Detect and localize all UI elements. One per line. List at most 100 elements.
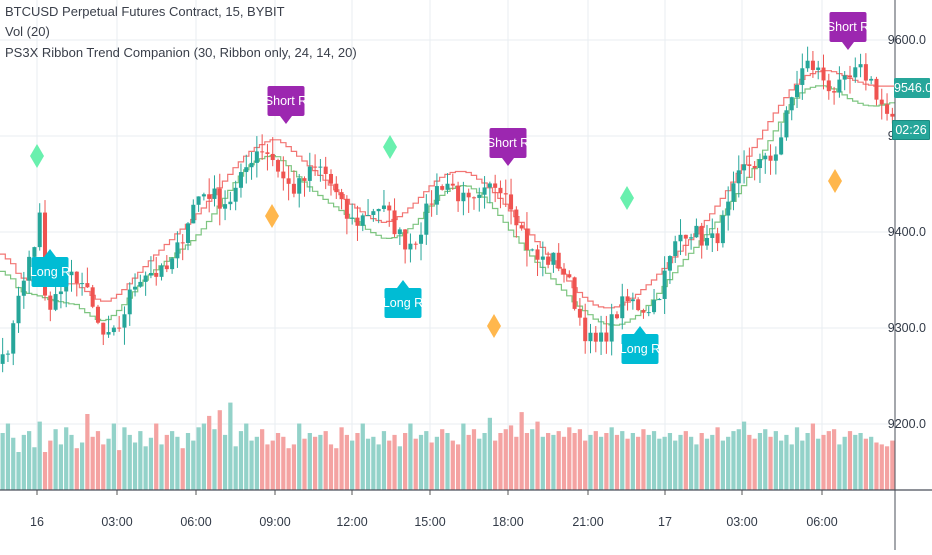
candle-body [477,194,482,198]
candle-body [789,97,794,111]
candle-body [53,294,58,310]
candle-body [11,323,16,354]
candle-body [21,280,26,296]
volume-bar [487,417,492,490]
long-label-arrow [634,326,646,334]
volume-bar [334,448,339,490]
candle-body [890,113,895,117]
volume-bar [688,436,694,490]
volume-bar [212,429,217,490]
volume-bar [455,444,461,490]
volume-bar [350,440,355,490]
candle-body [148,272,153,276]
candle-body [768,155,773,161]
short-label-box [489,128,527,158]
candle-body [757,159,762,169]
candle-body [339,192,344,200]
volume-bar [593,431,598,490]
volume-bar [884,446,890,490]
volume-bar [508,425,514,490]
candle-body [0,354,5,364]
orange-diamond-marker [265,204,279,228]
candle-body [297,178,302,194]
volume-bar [53,429,58,490]
candle-body [599,332,604,342]
candle-body [609,314,614,342]
candle-body [694,225,699,238]
volume-bar [169,431,175,490]
volume-bar [747,434,752,490]
volume-bar [842,436,847,490]
volume-bar [821,434,826,490]
candle-body [577,308,582,318]
volume-bar [498,433,503,490]
x-tick-label: 06:00 [180,515,211,529]
volume-bar [286,448,291,490]
volume-bar [831,429,837,490]
candle-body [185,223,191,243]
y-tick-label: 9300.0 [888,321,926,335]
volume-bar [27,431,32,490]
volume-bar [471,429,477,490]
candle-body [869,78,874,81]
volume-bar [5,423,11,490]
volume-bar [117,450,122,490]
volume-bar [413,438,418,490]
candle-body [376,208,381,212]
volume-bar [74,448,79,490]
candle-body [424,203,429,235]
candle-body [747,164,752,166]
volume-bar [249,440,254,490]
candle-body [196,196,201,205]
candle-body [307,166,312,181]
volume-bar [371,436,376,490]
volume-bar [64,427,69,490]
candle-body [641,310,646,313]
volume-bar [784,434,789,490]
candle-body [302,178,307,181]
candle-body [212,188,217,199]
volume-bar [424,431,429,490]
green-diamond-marker [383,135,397,159]
chart-title: BTCUSD Perpetual Futures Contract, 15, B… [5,4,285,19]
volume-bar [48,440,53,490]
candle-body [392,210,397,235]
candle-body [265,152,270,154]
candle-body [487,183,492,188]
volume-bar [307,433,312,490]
candle-body [80,283,85,285]
candle-body [207,194,212,199]
x-tick-label: 06:00 [806,515,837,529]
volume-bar [355,433,360,490]
candle-body [328,173,334,184]
volume-bar [673,440,678,490]
volume-bar [111,423,116,490]
candle-body [689,237,694,239]
short-label-text: Short R [487,136,529,150]
candle-body [826,80,831,92]
volume-bar [270,440,275,490]
volume-bar [159,444,164,490]
candle-body [800,68,805,85]
candle-body [191,204,196,224]
long-label-box [621,334,659,364]
volume-bar [551,434,556,490]
volume-bar [429,442,434,490]
candlesticks [0,46,895,373]
volume-bar [32,447,37,490]
candle-body [270,153,275,161]
volume-bar [847,431,853,490]
volume-bar [201,423,207,490]
volume-bar [630,433,635,490]
volume-bar [143,446,148,490]
grid [0,0,895,490]
candle-body [572,277,577,309]
volume-bar [805,433,810,490]
candle-body [37,212,42,248]
candle-body [847,75,852,78]
short-label-box [267,86,305,116]
candle-body [286,178,291,184]
long-label-text: Long R [620,342,660,356]
candle-body [736,170,741,184]
